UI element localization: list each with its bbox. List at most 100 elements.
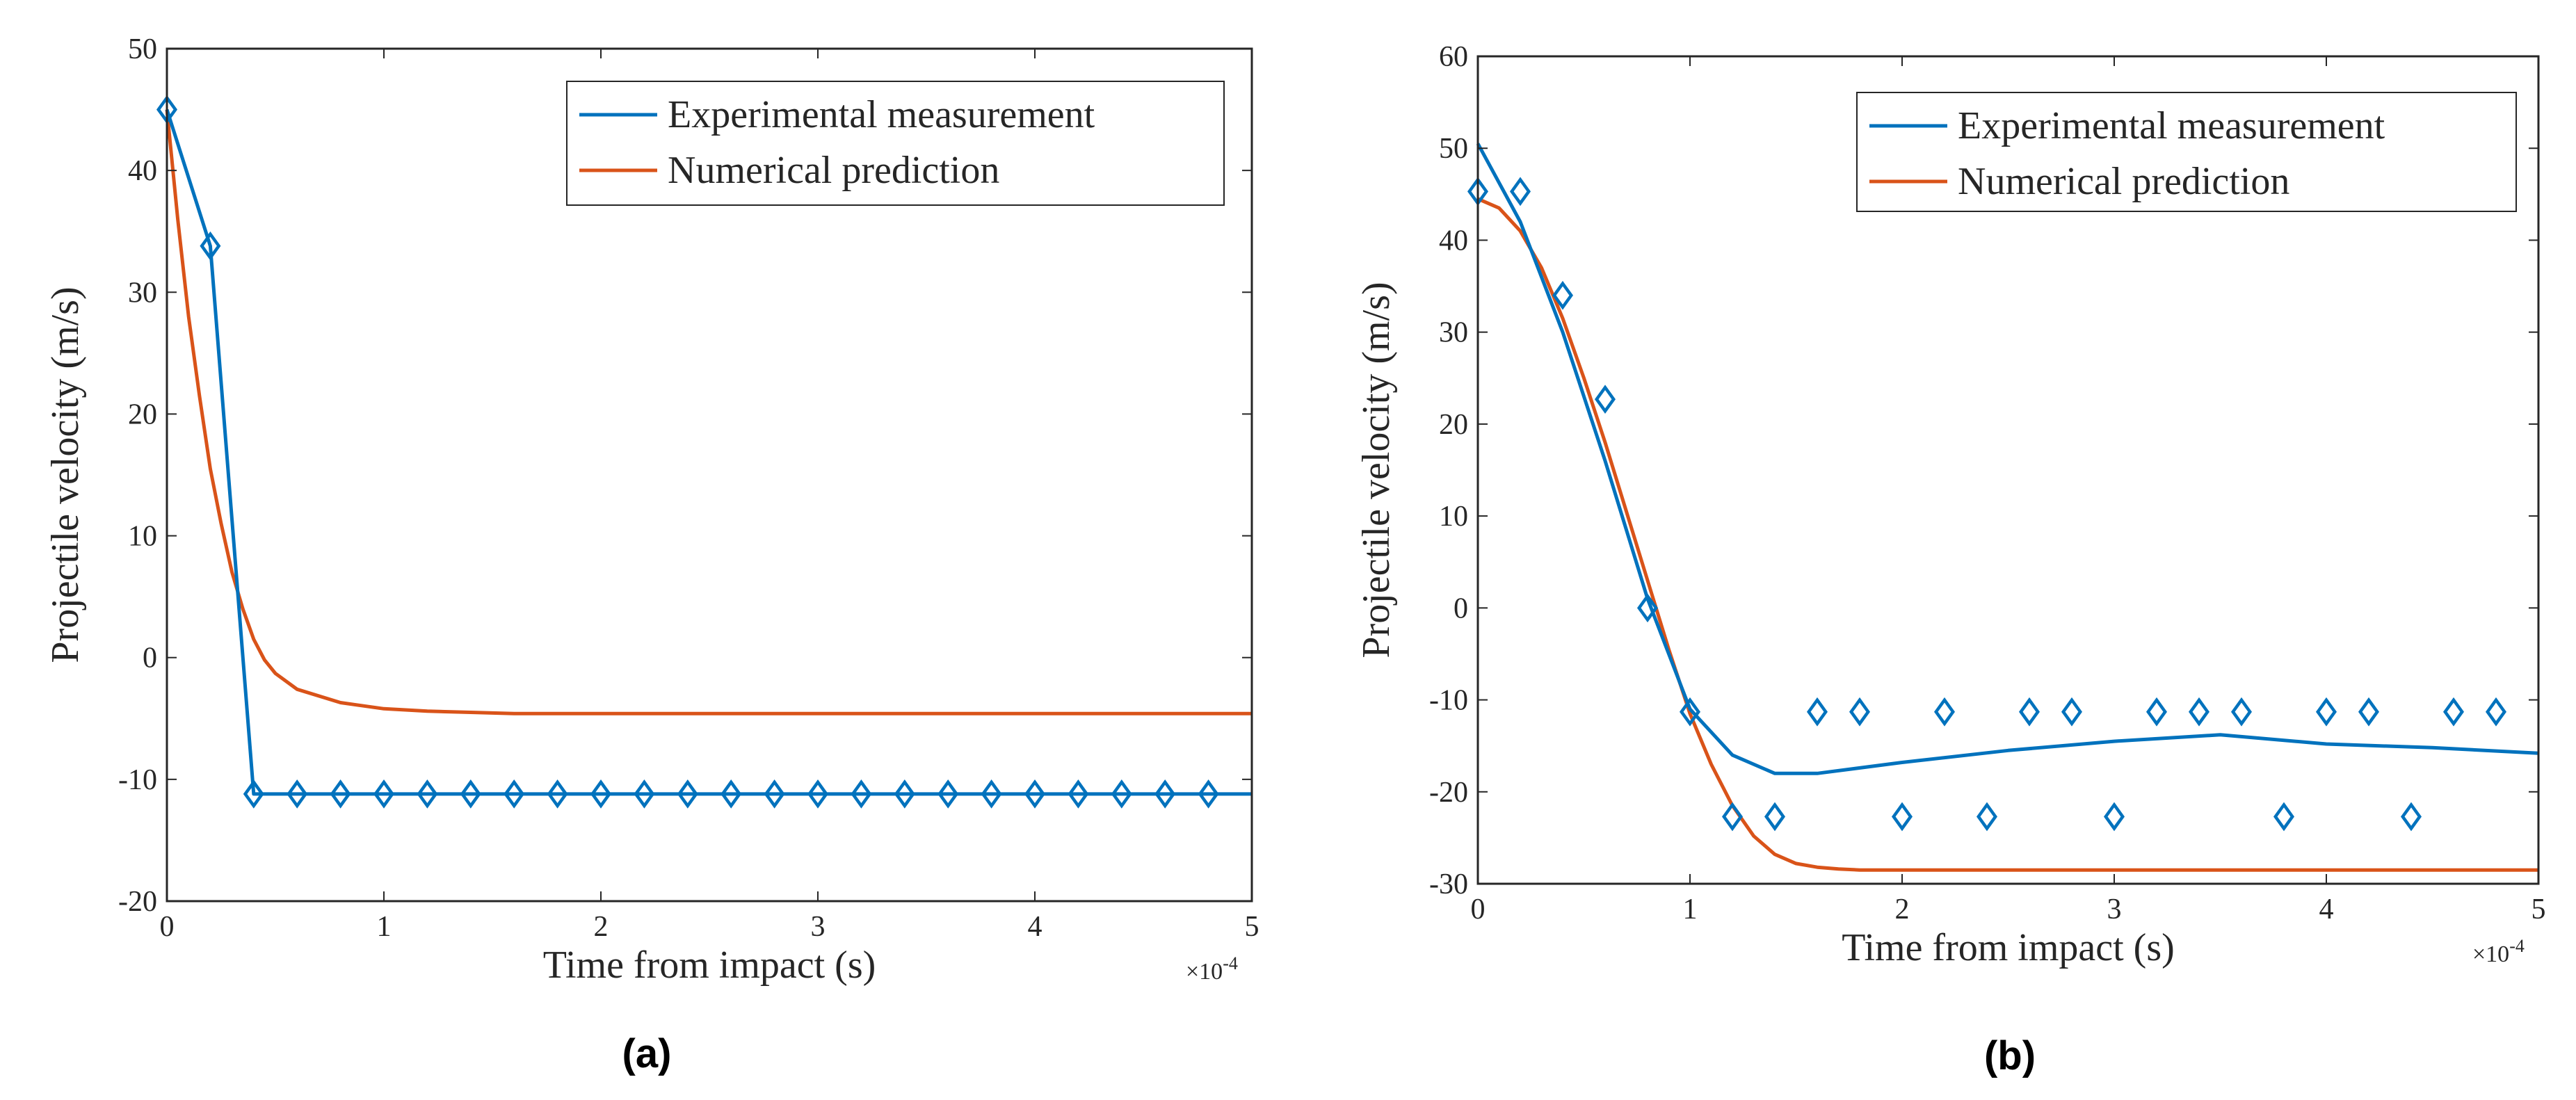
x-tick-label: 0 (160, 911, 175, 943)
numerical-series-line (1477, 197, 2538, 872)
experimental-data-point (1933, 697, 1956, 727)
experimental-data-point (417, 779, 438, 809)
panel-label-b: (b) (1984, 1033, 2036, 1078)
y-tick-label: -10 (118, 764, 157, 796)
experimental-data-point (2146, 697, 2168, 727)
experimental-data-point (1198, 779, 1219, 809)
experimental-data-point (2018, 697, 2040, 727)
legend-label-experimental: Experimental measurement (1958, 104, 2385, 147)
x-axis-label: Time from impact (s) (1842, 926, 2175, 969)
series-layer (156, 95, 1252, 809)
experimental-data-point (2061, 697, 2083, 727)
experimental-data-point (1594, 385, 1616, 414)
legend-box (566, 81, 1225, 206)
chart-panel-b: 0 1 2 3 4 5 -30 -20 -10 0 10 20 30 40 50 60 Time from i… (1355, 41, 2546, 1078)
legend-label-experimental: Experimental measurement (668, 93, 1095, 136)
experimental-data-point (460, 779, 481, 809)
y-tick-label: 30 (128, 277, 157, 309)
axes-frame (1476, 55, 2540, 885)
y-tick-label: -10 (1429, 685, 1468, 717)
panel-label-a: (a) (622, 1031, 672, 1076)
y-tick-label: 40 (128, 155, 157, 187)
y-tick-label: 0 (143, 642, 157, 674)
experimental-data-point (200, 231, 221, 261)
experimental-data-point (330, 779, 351, 809)
x-tick-label: 3 (811, 911, 826, 943)
y-tick-label: 50 (128, 33, 157, 65)
experimental-data-point (1068, 779, 1089, 809)
y-tick-label: -20 (118, 886, 157, 918)
experimental-data-point (894, 779, 915, 809)
axes-frame (166, 47, 1253, 903)
experimental-data-point (287, 779, 308, 809)
experimental-data-point (1509, 177, 1531, 207)
experimental-data-point (2188, 697, 2210, 727)
x-tick-label: 5 (2531, 893, 2546, 925)
experimental-data-point (807, 779, 829, 809)
y-axis-label: Projectile velocity (m/s) (44, 286, 87, 663)
experimental-data-point (764, 779, 785, 809)
y-tick-label: 50 (1439, 133, 1468, 165)
numerical-series-line (165, 109, 1252, 715)
experimental-data-point (1764, 802, 1786, 832)
experimental-data-point (2442, 697, 2465, 727)
x-tick-label: 1 (1683, 893, 1698, 925)
x-tick-label: 3 (2107, 893, 2122, 925)
experimental-data-point (1721, 802, 1744, 832)
experimental-data-point (2230, 697, 2253, 727)
y-tick-label: -30 (1429, 868, 1468, 900)
y-tick-label: 0 (1454, 592, 1468, 624)
x-axis-exponent: ×10-4 (2472, 936, 2525, 967)
experimental-data-point (1891, 802, 1913, 832)
x-tick-label: 5 (1245, 911, 1259, 943)
y-tick-label: -20 (1429, 777, 1468, 809)
y-tick-label: 10 (128, 521, 157, 553)
experimental-data-point (721, 779, 742, 809)
x-exponent-power: -4 (2509, 936, 2525, 956)
x-tick-label: 2 (594, 911, 609, 943)
experimental-data-point (590, 779, 612, 809)
experimental-data-point (1976, 802, 1998, 832)
x-axis-label: Time from impact (s) (543, 944, 876, 987)
experimental-data-point (1154, 779, 1176, 809)
experimental-data-point (2103, 802, 2125, 832)
experimental-data-point (373, 779, 395, 809)
x-tick-label: 4 (2319, 893, 2334, 925)
y-tick-label: 20 (1439, 409, 1468, 441)
ticks-layer: 0 1 2 3 4 5 -20 -10 0 10 20 30 40 50 (118, 33, 1259, 943)
x-tick-label: 0 (1471, 893, 1486, 925)
y-tick-label: 40 (1439, 225, 1468, 257)
experimental-data-point (634, 779, 655, 809)
legend-label-numerical: Numerical prediction (668, 149, 999, 192)
experimental-data-point (2358, 697, 2380, 727)
x-exponent-power: -4 (1223, 953, 1238, 973)
experimental-data-point (937, 779, 959, 809)
experimental-data-point (1024, 779, 1046, 809)
y-axis-label: Projectile velocity (m/s) (1355, 282, 1398, 658)
x-tick-label: 2 (1895, 893, 1910, 925)
experimental-series-line (165, 108, 1252, 796)
experimental-data-point (1679, 697, 1701, 727)
legend: Experimental measurement Numerical predi… (566, 81, 1225, 206)
experimental-data-point (677, 779, 698, 809)
legend-label-numerical: Numerical prediction (1958, 160, 2289, 203)
experimental-data-point (547, 779, 568, 809)
y-tick-label: 10 (1439, 501, 1468, 533)
experimental-data-point (1849, 697, 1871, 727)
x-tick-label: 4 (1028, 911, 1043, 943)
experimental-data-point (243, 779, 264, 809)
experimental-series-line (1476, 143, 2539, 775)
experimental-data-point (1552, 280, 1574, 310)
legend: Experimental measurement Numerical predi… (1856, 92, 2517, 212)
x-exponent-base: ×10 (2472, 941, 2509, 967)
legend-box (1856, 92, 2517, 212)
y-tick-label: 60 (1439, 41, 1468, 73)
series-layer (1467, 143, 2539, 872)
experimental-data-point (981, 779, 1002, 809)
experimental-data-point (2485, 697, 2507, 727)
x-tick-label: 1 (377, 911, 392, 943)
y-tick-label: 20 (128, 398, 157, 430)
experimental-data-point (1806, 697, 1828, 727)
chart-panel-a: 0 1 2 3 4 5 -20 -10 0 10 20 30 40 50 Time from impact… (44, 33, 1259, 1076)
